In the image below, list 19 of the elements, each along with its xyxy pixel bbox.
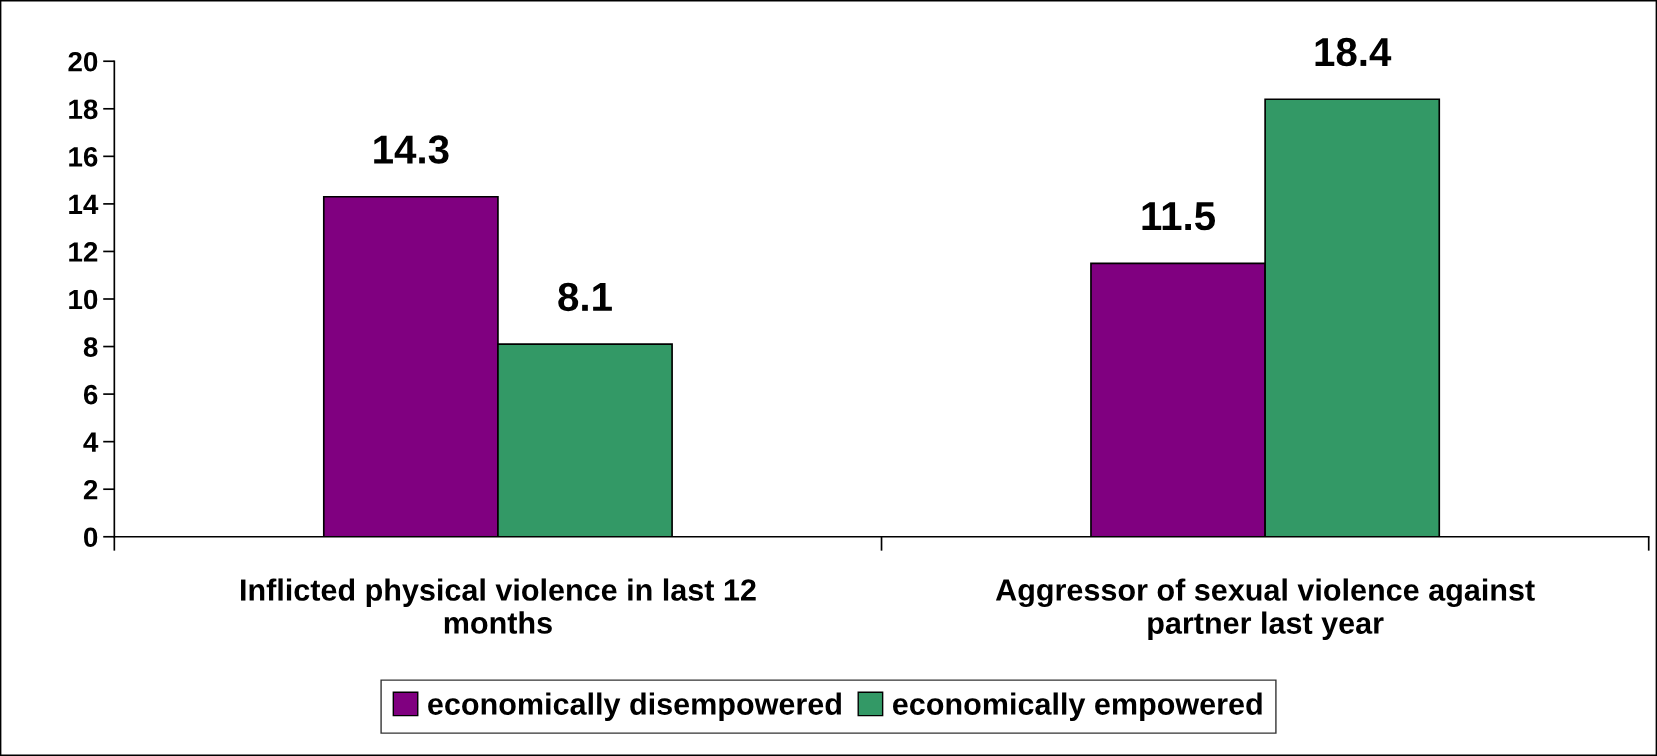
y-tick-label: 10 bbox=[69, 289, 98, 310]
y-tick-label: 16 bbox=[69, 147, 98, 167]
x-tick-label: Aggressor of sexual violence against partner last year bbox=[995, 578, 1535, 640]
y-tick-label: 2 bbox=[83, 479, 98, 500]
data-label: 8.1 bbox=[558, 282, 612, 312]
y-tick-label: 0 bbox=[84, 527, 98, 548]
y-tick-label: 20 bbox=[68, 51, 98, 72]
legend-label: economically disempowered bbox=[428, 692, 841, 721]
y-tick-label: 6 bbox=[83, 384, 98, 405]
data-label: 11.5 bbox=[1142, 202, 1216, 231]
y-tick-label: 4 bbox=[83, 432, 99, 452]
y-tick-label: 12 bbox=[69, 242, 98, 262]
y-tick-label: 8 bbox=[83, 337, 98, 357]
x-tick-label: Inflicted physical violence in last 12 months bbox=[241, 578, 756, 634]
data-label: 18.4 bbox=[1315, 37, 1392, 67]
y-tick-label: 18 bbox=[69, 99, 98, 120]
y-tick-label: 14 bbox=[69, 194, 99, 214]
legend-label: economically empowered bbox=[893, 692, 1262, 721]
data-label: 14.3 bbox=[374, 135, 449, 164]
